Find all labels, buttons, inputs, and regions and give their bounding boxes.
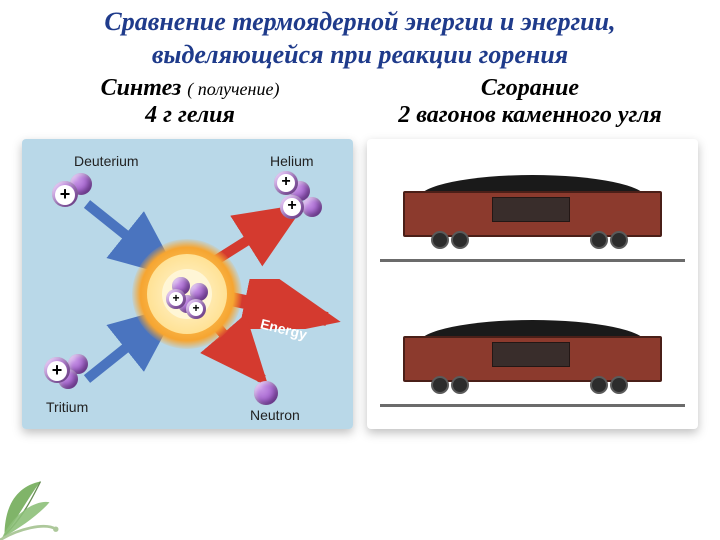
label-tritium: Tritium <box>46 399 88 415</box>
left-line1-sub: ( получение) <box>187 79 279 99</box>
rail-bottom <box>380 404 685 407</box>
deuterium-plus-icon: + <box>55 185 75 205</box>
wagon-bottom-body <box>403 336 661 382</box>
wagon-top-body <box>403 191 661 237</box>
wagon-top <box>403 173 661 251</box>
corner-leaf-icon <box>0 450 90 540</box>
label-helium: Helium <box>270 153 314 169</box>
left-line2: 4 г гелия <box>20 102 360 129</box>
right-line2: 2 вагонов каменного угля <box>360 102 700 129</box>
rail-top <box>380 259 685 262</box>
right-line1: Сгорание <box>360 75 700 102</box>
center-plus1-icon: + <box>169 292 183 306</box>
wheelset-top-right <box>588 235 636 249</box>
right-subtitle: Сгорание 2 вагонов каменного угля <box>360 75 700 129</box>
panel-row: + + + + + + Deuterium Helium Tritium Neu… <box>0 129 720 429</box>
helium-neutron-2 <box>302 197 322 217</box>
wagons-panel <box>367 139 698 429</box>
helium-plus1-icon: + <box>277 174 295 192</box>
wagon-bottom <box>403 318 661 396</box>
wagon-top-slot <box>367 139 698 284</box>
center-plus2-icon: + <box>189 302 203 316</box>
wheelset-bottom-left <box>429 380 477 394</box>
fusion-panel: + + + + + + Deuterium Helium Tritium Neu… <box>22 139 353 429</box>
tritium-plus-icon: + <box>47 361 67 381</box>
wheelset-bottom-right <box>588 380 636 394</box>
title-text: Сравнение термоядерной энергии и энергии… <box>104 7 615 69</box>
free-neutron <box>254 381 278 405</box>
page-title: Сравнение термоядерной энергии и энергии… <box>0 0 720 71</box>
left-subtitle: Синтез ( получение) 4 г гелия <box>20 75 360 129</box>
subtitle-columns: Синтез ( получение) 4 г гелия Сгорание 2… <box>0 71 720 129</box>
helium-plus2-icon: + <box>283 198 301 216</box>
label-neutron: Neutron <box>250 407 300 423</box>
wheelset-top-left <box>429 235 477 249</box>
left-line1: Синтез ( получение) <box>20 75 360 102</box>
wagon-bottom-slot <box>367 284 698 429</box>
left-line1-main: Синтез <box>101 75 182 101</box>
label-deuterium: Deuterium <box>74 153 139 169</box>
